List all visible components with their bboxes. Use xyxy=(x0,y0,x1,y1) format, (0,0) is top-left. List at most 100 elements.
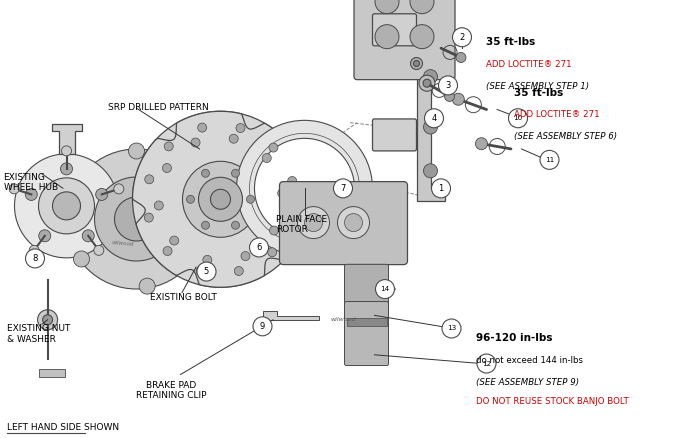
Circle shape xyxy=(186,195,195,203)
Circle shape xyxy=(232,170,239,177)
Circle shape xyxy=(96,188,108,201)
Text: PLAIN FACE
ROTOR: PLAIN FACE ROTOR xyxy=(276,215,328,234)
Polygon shape xyxy=(52,124,81,154)
Circle shape xyxy=(298,207,330,239)
Circle shape xyxy=(477,354,496,373)
Polygon shape xyxy=(262,311,318,320)
Text: ADD LOCTITE® 271: ADD LOCTITE® 271 xyxy=(486,60,572,69)
Circle shape xyxy=(431,179,451,198)
Circle shape xyxy=(337,207,370,239)
Text: do not exceed 144 in-lbs: do not exceed 144 in-lbs xyxy=(476,356,583,365)
Circle shape xyxy=(410,25,434,49)
Text: 10: 10 xyxy=(513,115,523,121)
Circle shape xyxy=(169,236,178,245)
Text: 9: 9 xyxy=(260,322,265,331)
Circle shape xyxy=(444,92,454,102)
Text: wilwood: wilwood xyxy=(111,240,134,247)
Circle shape xyxy=(232,221,239,229)
Circle shape xyxy=(246,195,255,203)
Circle shape xyxy=(25,188,37,201)
Polygon shape xyxy=(416,50,444,201)
Circle shape xyxy=(183,161,258,237)
Text: (SEE ASSEMBLY STEP 9): (SEE ASSEMBLY STEP 9) xyxy=(476,378,579,387)
Circle shape xyxy=(234,266,244,276)
Circle shape xyxy=(211,189,230,209)
Text: 35 ft-lbs: 35 ft-lbs xyxy=(514,88,564,98)
Text: EXISTING NUT
& WASHER: EXISTING NUT & WASHER xyxy=(7,324,71,343)
Circle shape xyxy=(144,213,153,222)
Circle shape xyxy=(189,242,205,258)
Circle shape xyxy=(197,123,206,132)
Circle shape xyxy=(423,79,431,87)
Circle shape xyxy=(94,245,104,255)
Text: 4: 4 xyxy=(431,114,437,123)
Circle shape xyxy=(164,142,174,151)
Text: 7: 7 xyxy=(340,184,346,193)
Circle shape xyxy=(163,247,172,255)
Circle shape xyxy=(344,214,363,232)
Text: 96-120 in-lbs: 96-120 in-lbs xyxy=(476,333,552,343)
Circle shape xyxy=(424,120,438,134)
Text: 6: 6 xyxy=(256,243,262,252)
Circle shape xyxy=(38,310,57,330)
Circle shape xyxy=(287,215,296,224)
FancyBboxPatch shape xyxy=(372,119,416,151)
Circle shape xyxy=(540,150,559,170)
Text: ADD LOCTITE® 271: ADD LOCTITE® 271 xyxy=(514,110,600,120)
Circle shape xyxy=(269,143,278,152)
Bar xyxy=(38,369,64,377)
Circle shape xyxy=(414,60,419,67)
FancyBboxPatch shape xyxy=(372,14,416,46)
Circle shape xyxy=(191,138,200,147)
Text: 8: 8 xyxy=(32,254,38,263)
Circle shape xyxy=(452,93,464,105)
Circle shape xyxy=(129,143,144,159)
Text: EXISTING BOLT: EXISTING BOLT xyxy=(150,293,218,303)
Circle shape xyxy=(66,149,206,289)
Circle shape xyxy=(456,53,466,63)
Text: 11: 11 xyxy=(545,157,554,163)
Text: (SEE ASSEMBLY STEP 1): (SEE ASSEMBLY STEP 1) xyxy=(486,82,589,91)
Circle shape xyxy=(304,214,323,232)
Circle shape xyxy=(68,180,84,196)
Circle shape xyxy=(229,134,238,143)
Circle shape xyxy=(375,0,399,14)
Polygon shape xyxy=(132,111,309,287)
Circle shape xyxy=(236,124,245,133)
Text: BRAKE PAD
RETAINING CLIP: BRAKE PAD RETAINING CLIP xyxy=(136,381,206,400)
Circle shape xyxy=(82,230,94,242)
Circle shape xyxy=(270,226,279,235)
Circle shape xyxy=(60,163,73,175)
Text: wilwood: wilwood xyxy=(330,317,356,322)
Circle shape xyxy=(202,170,209,177)
Text: 2: 2 xyxy=(459,33,465,42)
Circle shape xyxy=(74,251,90,267)
FancyBboxPatch shape xyxy=(354,0,455,80)
Circle shape xyxy=(410,0,434,14)
Circle shape xyxy=(410,57,423,70)
Circle shape xyxy=(424,109,444,128)
Text: (SEE ASSEMBLY STEP 6): (SEE ASSEMBLY STEP 6) xyxy=(514,132,617,141)
FancyBboxPatch shape xyxy=(344,301,388,366)
Circle shape xyxy=(202,221,209,229)
Circle shape xyxy=(139,278,155,294)
FancyBboxPatch shape xyxy=(346,318,386,326)
Circle shape xyxy=(253,317,272,336)
Text: 12: 12 xyxy=(482,360,491,367)
Circle shape xyxy=(375,279,395,299)
Circle shape xyxy=(508,109,528,128)
Circle shape xyxy=(199,177,242,221)
Circle shape xyxy=(438,76,458,95)
Text: DO NOT REUSE STOCK BANJO BOLT: DO NOT REUSE STOCK BANJO BOLT xyxy=(476,397,629,406)
Circle shape xyxy=(424,70,438,84)
Text: EXISTING
WHEEL HUB: EXISTING WHEEL HUB xyxy=(4,173,57,192)
Circle shape xyxy=(43,315,52,325)
Circle shape xyxy=(241,251,250,261)
Circle shape xyxy=(249,238,269,257)
Circle shape xyxy=(196,266,205,275)
Circle shape xyxy=(203,255,212,265)
Circle shape xyxy=(424,164,438,178)
Text: 5: 5 xyxy=(204,267,209,276)
Circle shape xyxy=(62,146,71,156)
Circle shape xyxy=(278,189,287,198)
